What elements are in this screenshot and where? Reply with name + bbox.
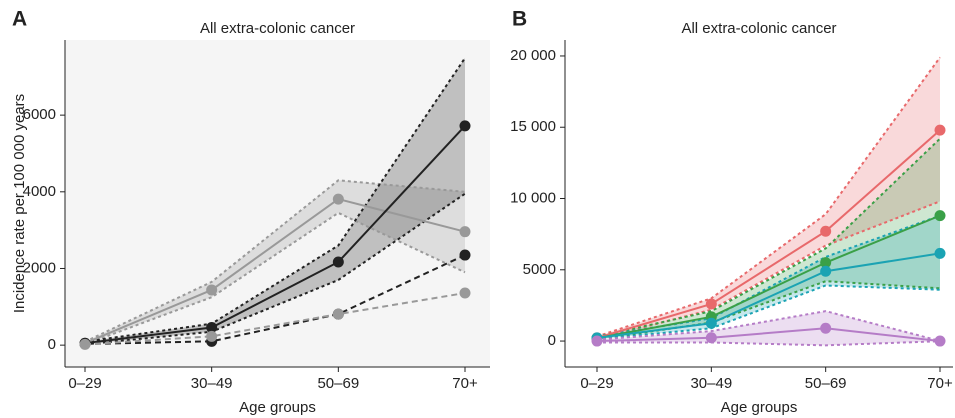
y-tick-label: 0: [48, 336, 56, 353]
y-tick-label: 15 000: [510, 118, 556, 135]
band-edge: [84, 179, 466, 343]
y-tick-label: 10 000: [510, 189, 556, 206]
y-tick-label: 4000: [23, 183, 56, 200]
confidence-band: [597, 311, 940, 346]
series-line: [84, 254, 466, 345]
confidence-band: [597, 138, 940, 340]
band-edge: [596, 137, 941, 338]
data-point: [705, 317, 717, 329]
series-line: [596, 252, 941, 339]
data-point: [79, 338, 91, 350]
data-point: [206, 322, 218, 334]
data-point: [459, 249, 471, 261]
data-point: [459, 226, 471, 238]
series-line: [84, 125, 466, 345]
confidence-band: [85, 58, 465, 345]
data-point: [820, 257, 832, 269]
band-edge: [596, 56, 941, 338]
confidence-band: [597, 215, 940, 340]
data-point: [820, 225, 832, 237]
plot-background: [565, 40, 953, 367]
band-edge: [596, 214, 941, 338]
series-line: [596, 214, 941, 340]
data-point: [206, 330, 218, 342]
plot-background: [65, 40, 490, 367]
data-point: [820, 265, 832, 277]
band-edge: [84, 211, 466, 346]
data-point: [820, 322, 832, 334]
x-tick-label: 30–49: [690, 375, 732, 392]
series-line: [84, 292, 466, 346]
y-tick-label: 20 000: [510, 47, 556, 64]
panel-label: A: [12, 8, 27, 31]
data-point: [459, 120, 471, 132]
x-tick-label: 50–69: [317, 375, 359, 392]
data-point: [934, 210, 946, 222]
data-point: [332, 256, 344, 268]
x-tick-label: 0–29: [68, 375, 101, 392]
panel-label: B: [512, 8, 527, 31]
y-axis-label: Incidence rate per 100 000 years: [11, 94, 28, 313]
x-tick-label: 50–69: [805, 375, 847, 392]
data-point: [705, 332, 717, 344]
band-edge: [596, 284, 941, 341]
data-point: [332, 193, 344, 205]
x-axis-label: Age groups: [239, 399, 316, 416]
data-point: [332, 308, 344, 320]
band-edge: [596, 280, 941, 341]
data-point: [934, 247, 946, 259]
y-tick-label: 5000: [523, 261, 556, 278]
x-tick-label: 70+: [927, 375, 953, 392]
confidence-band: [597, 57, 940, 340]
data-point: [591, 335, 603, 347]
y-tick-label: 0: [548, 332, 556, 349]
series-line: [596, 129, 941, 339]
chart-title: All extra-colonic cancer: [200, 20, 355, 37]
data-point: [206, 284, 218, 296]
y-tick-label: 2000: [23, 259, 56, 276]
x-axis-label: Age groups: [721, 399, 798, 416]
data-point: [459, 287, 471, 299]
chart-title: All extra-colonic cancer: [681, 20, 836, 37]
x-tick-label: 30–49: [191, 375, 233, 392]
series-line: [84, 198, 466, 345]
band-edge: [596, 310, 941, 342]
data-point: [934, 335, 946, 347]
data-point: [705, 298, 717, 310]
x-tick-label: 70+: [452, 375, 478, 392]
series-line: [596, 327, 941, 343]
x-tick-label: 0–29: [580, 375, 613, 392]
data-point: [934, 124, 946, 136]
y-tick-label: 6000: [23, 106, 56, 123]
